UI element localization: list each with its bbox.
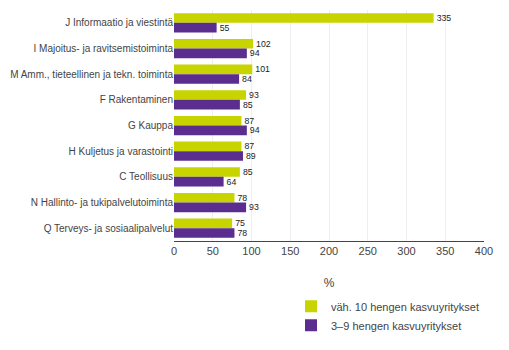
svg-text:102: 102 [256,39,271,49]
svg-text:93: 93 [249,202,259,212]
svg-text:Q Terveys- ja sosiaalipalvelut: Q Terveys- ja sosiaalipalvelut [44,223,174,234]
svg-text:335: 335 [437,13,452,23]
svg-text:85: 85 [243,167,253,177]
svg-text:%: % [324,276,335,290]
svg-text:H Kuljetus ja varastointi: H Kuljetus ja varastointi [69,146,174,157]
svg-text:75: 75 [235,218,245,228]
svg-text:M Amm., tieteellinen ja tekn.: M Amm., tieteellinen ja tekn. toiminta [10,69,173,80]
svg-text:94: 94 [250,125,260,135]
svg-text:78: 78 [237,193,247,203]
svg-text:55: 55 [220,23,230,33]
svg-text:100: 100 [242,245,260,257]
svg-text:F Rakentaminen: F Rakentaminen [100,94,173,105]
svg-text:150: 150 [281,245,299,257]
svg-text:89: 89 [246,151,256,161]
svg-text:87: 87 [244,116,254,126]
svg-text:93: 93 [249,90,259,100]
svg-text:0: 0 [171,245,177,257]
svg-text:85: 85 [243,100,253,110]
svg-text:101: 101 [255,64,270,74]
svg-text:400: 400 [475,245,493,257]
svg-text:G Kauppa: G Kauppa [128,120,173,131]
svg-text:87: 87 [244,141,254,151]
svg-text:94: 94 [250,48,260,58]
svg-text:64: 64 [227,177,237,187]
svg-text:200: 200 [320,245,338,257]
svg-text:78: 78 [237,228,247,238]
svg-text:N Hallinto- ja tukipalvelutoim: N Hallinto- ja tukipalvelutoiminta [31,197,174,208]
svg-text:J Informaatio ja viestintä: J Informaatio ja viestintä [65,17,173,28]
svg-text:250: 250 [359,245,377,257]
svg-text:I Majoitus- ja ravitsemistoimi: I Majoitus- ja ravitsemistoiminta [34,43,174,54]
svg-text:C Teollisuus: C Teollisuus [119,171,173,182]
svg-text:350: 350 [436,245,454,257]
svg-text:300: 300 [397,245,415,257]
svg-text:84: 84 [242,74,252,84]
svg-text:3–9 hengen kasvuyritykset: 3–9 hengen kasvuyritykset [331,320,461,332]
svg-text:50: 50 [207,245,219,257]
svg-text:väh. 10 hengen kasvuyritykset: väh. 10 hengen kasvuyritykset [331,301,479,313]
